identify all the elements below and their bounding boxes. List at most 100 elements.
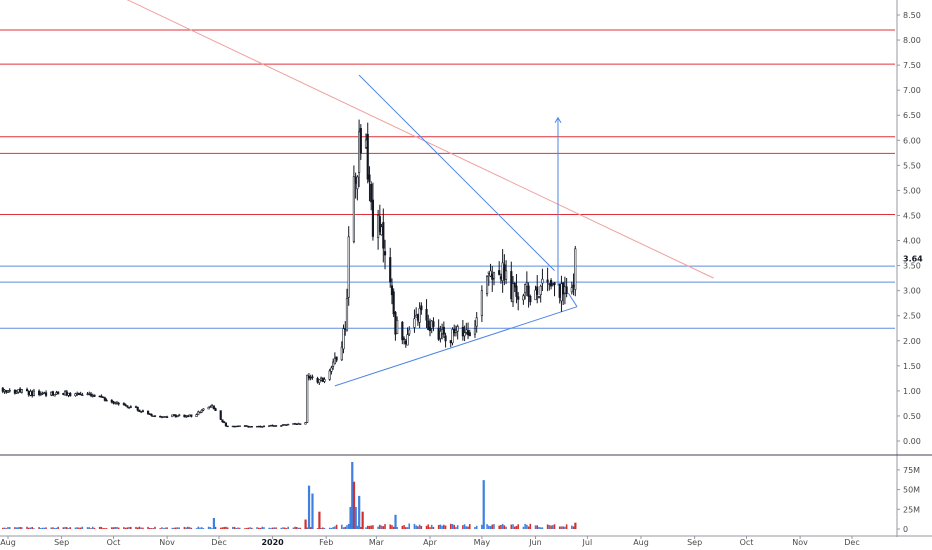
candle-body [309,377,312,379]
volume-spike [311,493,314,529]
volume-bar [391,525,393,529]
candle-body [124,404,127,406]
volume-bar [415,525,417,529]
candle-body [323,379,326,382]
candle-body [283,424,286,426]
candle-body [492,272,496,279]
volume-bar [209,527,212,529]
volume-bar [439,524,442,529]
volume-bar [178,527,180,529]
time-tick-label: Apr [423,538,438,547]
candle-body [281,424,285,426]
volume-bar [491,524,494,529]
volume-bar [392,526,395,529]
volume-bar [90,528,92,529]
price-tick-label: 3.50 [903,262,921,271]
candle-body [63,391,67,396]
volume-bar [166,527,168,529]
candle-body [249,426,252,428]
price-tick-label: 2.50 [903,312,921,321]
volume-bar [130,526,132,529]
volume-bar [522,526,525,529]
volume-bar [67,528,70,529]
candle-body [115,402,119,404]
candle-body [44,392,48,396]
candle-body [356,176,359,190]
volume-bar [221,527,224,529]
volume-bar [188,527,191,529]
candle-body [548,283,551,285]
volume-bar [481,524,483,529]
volume-bar [280,527,283,529]
candle-body [406,334,409,346]
candle-body [247,425,250,428]
volume-bar [456,525,459,529]
candle-body [560,283,563,302]
volume-bar [546,524,549,529]
volume-bar [171,527,174,529]
volume-bar [91,526,94,529]
volume-tick-label: 75M [903,466,920,475]
volume-bar [365,527,367,529]
candle-body [563,286,566,294]
volume-bar [164,527,167,529]
candle-body [38,390,41,395]
volume-bar [117,527,120,529]
candle-body [231,425,234,428]
time-tick-label: Nov [792,538,808,547]
volume-bar [548,525,551,529]
volume-spike [307,485,311,529]
volume-bar [128,526,130,529]
candle-body [444,335,447,342]
candle-body [236,425,240,428]
volume-bar [57,526,59,529]
volume-bar [389,524,391,529]
candle-body [316,377,319,383]
volume-bar [553,524,556,529]
candle-body [394,311,397,335]
candle-body [152,415,155,417]
candle-body [541,278,544,284]
volume-bar [534,525,537,529]
volume-bar [488,525,490,529]
volume-bar [3,527,6,529]
volume-spike [318,511,321,529]
volume-bar [159,528,161,529]
volume-bar [413,523,416,529]
candle-body [408,329,411,335]
volume-bar [226,527,229,529]
candle-body [473,328,477,335]
volume-bar [66,527,68,529]
candle-body [454,330,458,333]
volume-bar [110,527,113,529]
volume-bar [443,524,445,529]
volume-bar [225,526,227,529]
volume-bar [62,527,65,529]
volume-bar [149,527,151,529]
candle-body [32,390,36,396]
candle-body [129,406,132,408]
candle-body [307,375,311,379]
volume-bar [524,523,526,529]
candle-body [29,391,32,396]
volume-bar [417,526,419,529]
volume-bar [396,526,398,529]
volume-bar [200,527,203,529]
time-tick-label: Jun [528,538,542,547]
volume-bar [360,526,362,529]
volume-bar [50,527,53,529]
volume-bar [335,524,338,529]
volume-bar [187,526,189,529]
volume-bar [283,527,286,529]
volume-bar [5,528,8,529]
volume-bar [321,527,324,529]
price-tick-label: 4.00 [903,237,921,246]
volume-bar [116,526,118,529]
last-price-marker: 3.64 [903,255,923,264]
candle-body [25,389,29,392]
candle-body [285,424,288,426]
time-tick-label: Mar [369,538,385,547]
volume-bar [8,527,11,529]
